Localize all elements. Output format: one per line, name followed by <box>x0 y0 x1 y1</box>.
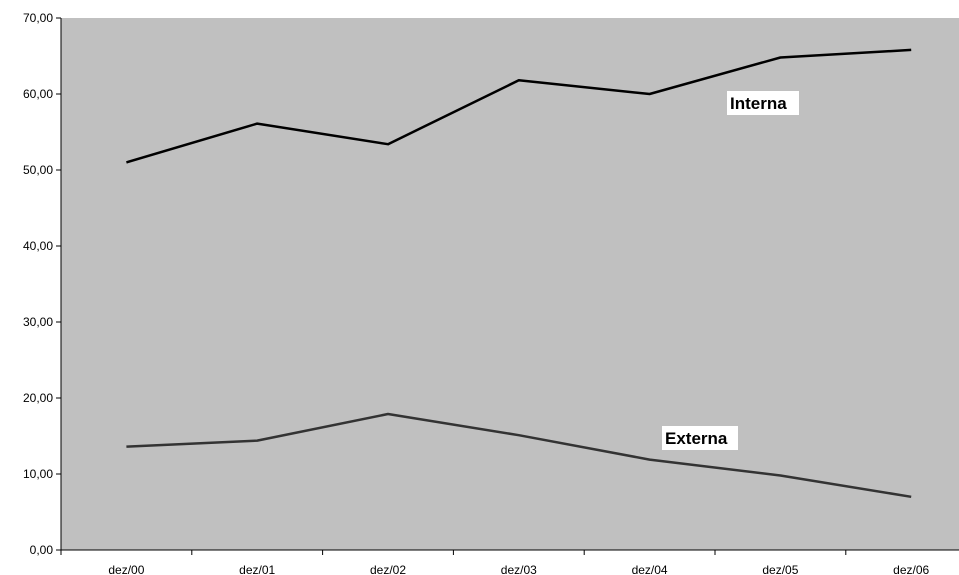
series-line-interna <box>126 48 912 164</box>
plot-area <box>61 18 959 550</box>
x-tick-label: dez/06 <box>893 563 929 575</box>
series-line-externa <box>126 412 912 499</box>
series-label-box <box>727 91 799 115</box>
axes: 0,00 10,00 20,00 30,00 40,00 50,00 60,00 70,00 d… <box>23 11 959 575</box>
series-label-externa: Externa <box>662 426 738 450</box>
series-layer <box>126 48 912 499</box>
x-tick-label: dez/00 <box>108 563 144 575</box>
series-label-interna: Interna <box>727 91 799 115</box>
x-tick-label: dez/01 <box>239 563 275 575</box>
labels-layer: Interna Externa <box>662 91 799 450</box>
y-tick-label: 30,00 <box>23 315 53 329</box>
y-tick-label: 10,00 <box>23 467 53 481</box>
y-tick-label: 60,00 <box>23 87 53 101</box>
y-tick-label: 50,00 <box>23 163 53 177</box>
y-tick-label: 0,00 <box>30 543 54 557</box>
series-label-text: Externa <box>665 429 728 448</box>
y-tick-label: 20,00 <box>23 391 53 405</box>
series-label-box <box>662 426 738 450</box>
series-label-text: Interna <box>730 94 787 113</box>
y-tick-label: 70,00 <box>23 11 53 25</box>
y-tick-label: 40,00 <box>23 239 53 253</box>
x-tick-label: dez/03 <box>501 563 537 575</box>
x-tick-label: dez/02 <box>370 563 406 575</box>
x-tick-label: dez/04 <box>632 563 668 575</box>
x-tick-label: dez/05 <box>762 563 798 575</box>
